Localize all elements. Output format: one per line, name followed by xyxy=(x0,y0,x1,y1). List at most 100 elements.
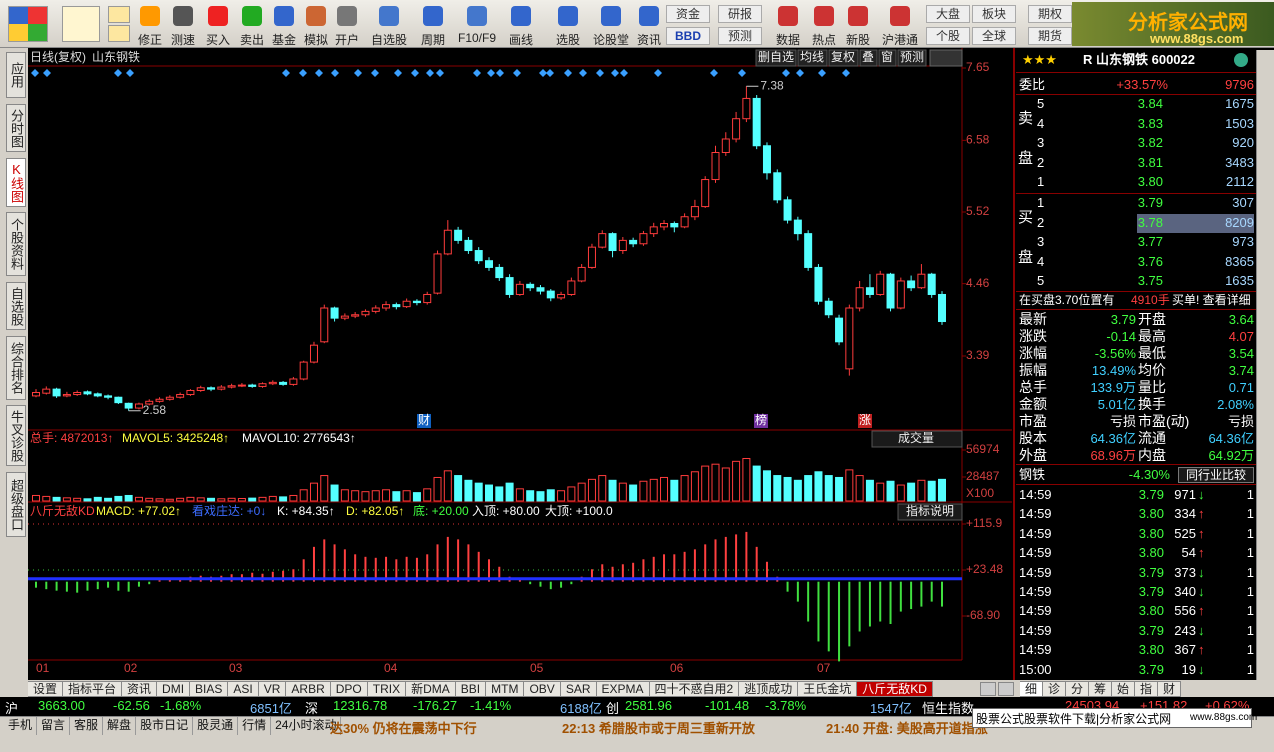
notice-link[interactable]: 买单! 查看详细 xyxy=(1172,293,1251,307)
status-link[interactable]: 解盘 xyxy=(103,717,137,735)
toolbar-button[interactable]: 板块 xyxy=(972,5,1016,23)
news-ticker[interactable]: 达30% 仍将在震荡中下行 xyxy=(330,721,477,736)
side-tab[interactable]: 综合排名 xyxy=(6,336,26,400)
status-link[interactable]: 24小时滚动 xyxy=(271,717,342,735)
news-ticker[interactable]: 21:40 开盘: 美股高开道指涨 xyxy=(826,721,988,736)
status-link[interactable]: 行情 xyxy=(238,717,272,735)
scroll-up[interactable] xyxy=(108,6,130,23)
indicator-tab[interactable]: 设置 xyxy=(28,681,64,697)
indicator-tab[interactable]: 王氏金坑 xyxy=(798,681,858,697)
toolbar-button[interactable]: 沪港通 xyxy=(881,33,918,47)
indicator-tab[interactable]: MTM xyxy=(486,681,525,697)
status-link[interactable]: 手机 xyxy=(4,717,38,735)
indicator-tab[interactable]: 资讯 xyxy=(122,681,158,697)
toolbar-button[interactable]: 数据 xyxy=(775,33,800,47)
indicator-tab[interactable]: OBV xyxy=(524,681,561,697)
volume-unit: X100 xyxy=(966,486,994,500)
stat-label: 市盈 xyxy=(1019,413,1047,429)
toolbar-button[interactable]: 卖出 xyxy=(239,33,264,47)
toolbar-button[interactable]: 热点 xyxy=(811,33,836,47)
toolbar-button[interactable]: 画线 xyxy=(508,33,533,47)
toolbar-button[interactable]: 大盘 xyxy=(926,5,970,23)
candle-body xyxy=(464,239,473,252)
indicator-tab[interactable]: TRIX xyxy=(367,681,407,697)
toolbar-button[interactable]: 个股 xyxy=(926,27,970,45)
indicator-tab[interactable]: DPO xyxy=(330,681,368,697)
status-link[interactable]: 客服 xyxy=(70,717,104,735)
toolbar-icon xyxy=(639,6,659,26)
toolbar-button[interactable]: 论股堂 xyxy=(592,33,629,47)
panel-tab[interactable]: 指 xyxy=(1135,681,1158,697)
toolbar-button[interactable]: 自选股 xyxy=(370,33,407,47)
tick-time: 14:59 xyxy=(1019,564,1052,580)
indicator-tab[interactable]: 指标平台 xyxy=(63,681,123,697)
toolbar-button[interactable]: 周期 xyxy=(420,33,445,47)
indicator-tab[interactable]: 八斤无敌KD xyxy=(857,681,933,697)
panel-tab[interactable]: 财 xyxy=(1158,681,1181,697)
status-link[interactable]: 留言 xyxy=(37,717,71,735)
volume-bar xyxy=(196,497,205,502)
toolbar-button[interactable]: 模拟 xyxy=(303,33,328,47)
side-tab[interactable]: 牛叉诊股 xyxy=(6,405,26,466)
panel-tab[interactable]: 诊 xyxy=(1043,681,1066,697)
panel-tab[interactable]: 分 xyxy=(1066,681,1089,697)
toolbar-button[interactable]: 开户 xyxy=(334,33,359,47)
side-tab[interactable]: 个股资料 xyxy=(6,212,26,276)
toolbar-button[interactable]: 期权 xyxy=(1028,5,1072,23)
candle-body xyxy=(865,287,874,295)
toolbar-button[interactable]: 研报 xyxy=(718,5,762,23)
toolbar-button[interactable]: 测速 xyxy=(170,33,195,47)
scroll-down[interactable] xyxy=(108,25,130,42)
status-link[interactable]: 股市日记 xyxy=(136,717,194,735)
indicator-tab[interactable]: 逃顶成功 xyxy=(739,681,799,697)
candle-body xyxy=(196,387,205,391)
toolbar-button[interactable]: 资讯 xyxy=(636,33,661,47)
side-tab[interactable]: 应用 xyxy=(6,52,26,98)
side-tab[interactable]: 超级盘口 xyxy=(6,472,26,537)
indicator-tab[interactable]: ASI xyxy=(228,681,259,697)
toolbar-button[interactable]: 修正 xyxy=(137,33,162,47)
panel-tab[interactable]: 细 xyxy=(1020,681,1043,697)
volume-bar xyxy=(289,494,298,502)
sector-compare[interactable]: 同行业比较 xyxy=(1178,467,1254,483)
indicator-tab[interactable]: BIAS xyxy=(190,681,229,697)
toolbar-button[interactable]: 资金 xyxy=(666,5,710,23)
status-link[interactable]: 股灵通 xyxy=(193,717,239,735)
candle-body xyxy=(217,386,226,390)
indicator-tab[interactable]: 四十不惑自用2 xyxy=(649,681,740,697)
toolbar-button[interactable]: 买入 xyxy=(205,33,230,47)
candle-body xyxy=(752,97,761,147)
side-tab[interactable]: 自选股 xyxy=(6,282,26,330)
toolbar-button[interactable]: 全球 xyxy=(972,27,1016,45)
toolbar-button[interactable]: BBD xyxy=(666,27,710,45)
tab-scroll[interactable] xyxy=(980,682,996,696)
toolbar-button[interactable]: 期货 xyxy=(1028,27,1072,45)
panel-tab[interactable]: 始 xyxy=(1112,681,1135,697)
tab-scroll[interactable] xyxy=(998,682,1014,696)
book-level: 1 xyxy=(1037,174,1045,190)
book-price: 3.84 xyxy=(1137,96,1163,111)
volume-bar xyxy=(773,475,782,502)
candle-body xyxy=(134,403,143,409)
indicator-tab[interactable]: EXPMA xyxy=(596,681,650,697)
toolbar-button[interactable]: 选股 xyxy=(555,33,580,47)
indicator-tab[interactable]: ARBR xyxy=(286,681,331,697)
indicator-tab[interactable]: SAR xyxy=(560,681,597,697)
signal-diamond xyxy=(579,69,587,77)
candle-body xyxy=(732,118,741,140)
indicator-tab[interactable]: VR xyxy=(258,681,287,697)
toolbar-button[interactable]: 基金 xyxy=(271,33,296,47)
indicator-tab[interactable]: DMI xyxy=(157,681,191,697)
indicator-tab[interactable]: 新DMA xyxy=(406,681,456,697)
panel-tab[interactable]: 筹 xyxy=(1089,681,1112,697)
news-ticker[interactable]: 22:13 希腊股市或于周三重新开放 xyxy=(562,721,755,736)
back-button[interactable] xyxy=(62,6,100,42)
side-tab[interactable]: 分时图 xyxy=(6,104,26,152)
side-tab[interactable]: K线图 xyxy=(6,158,26,207)
toolbar-button[interactable]: 新股 xyxy=(845,33,870,47)
chart-button: 叠 xyxy=(862,50,874,64)
toolbar-button[interactable]: F10/F9 xyxy=(457,31,496,45)
toolbar-button[interactable]: 预测 xyxy=(718,27,762,45)
chart-button-bg xyxy=(828,49,859,67)
indicator-tab[interactable]: BBI xyxy=(455,681,487,697)
